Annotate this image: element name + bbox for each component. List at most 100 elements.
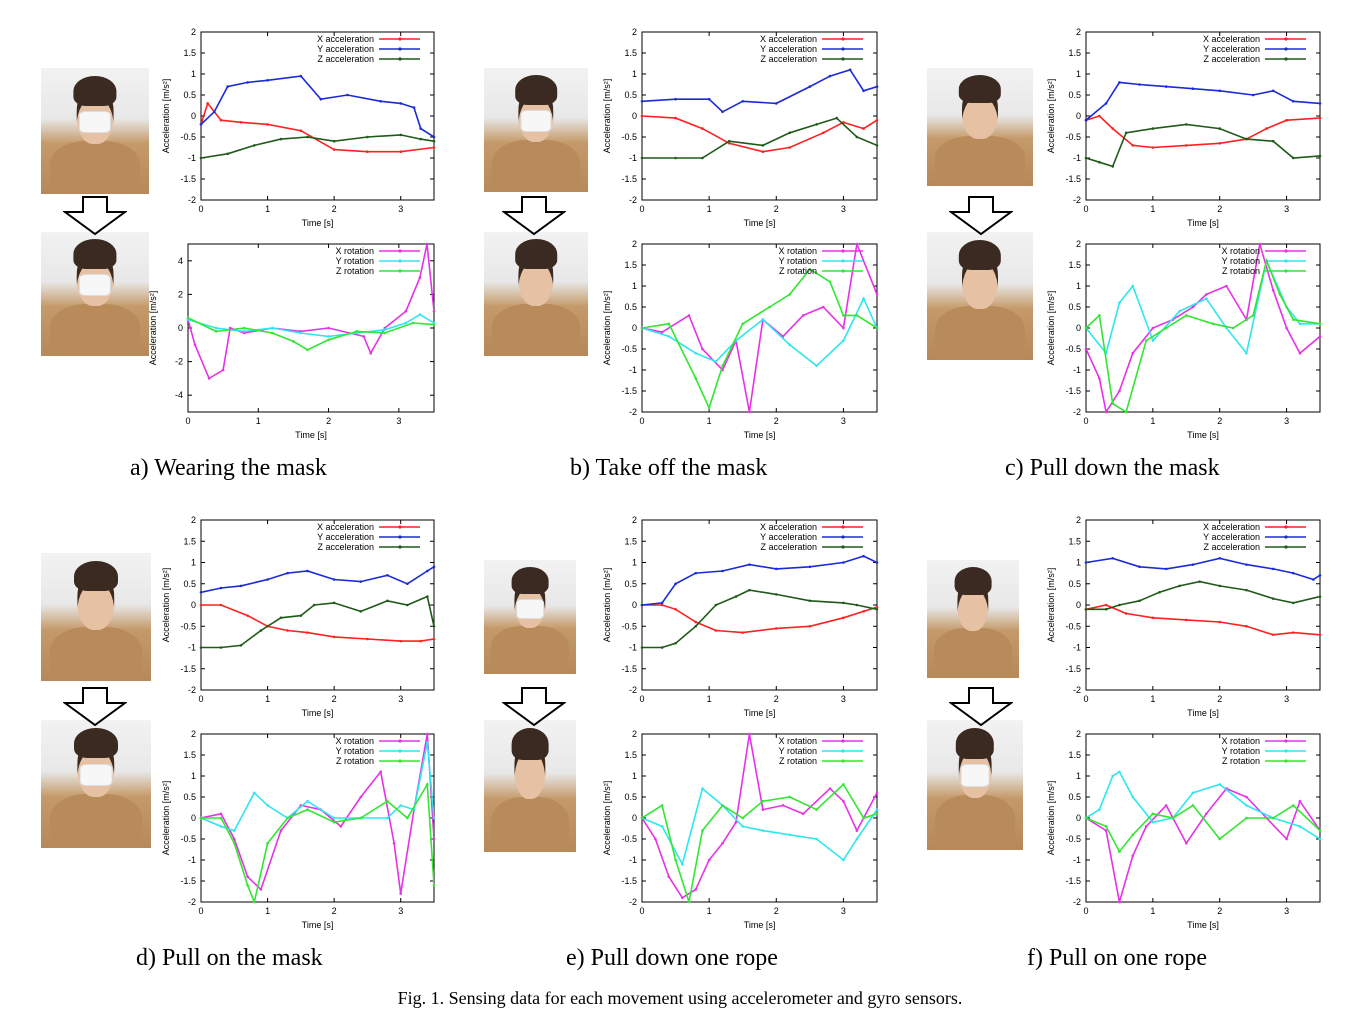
data-point: [1084, 326, 1088, 330]
chart-d-accel: 0 1 2 3 -2 -1.5 -1 -0.5 0 0.5 1 1.5 2 Time [s] Acceler…: [161, 515, 436, 718]
data-point: [1124, 410, 1128, 414]
data-point: [855, 829, 859, 832]
legend-marker: [398, 545, 402, 549]
data-point: [1291, 804, 1295, 807]
legend-label: Z acceleration: [760, 542, 817, 552]
legend-label: Z rotation: [779, 266, 817, 276]
y-tick-label: -2: [629, 195, 637, 205]
y-tick-label: -1: [1073, 855, 1081, 865]
data-point: [432, 624, 436, 628]
y-tick-label: 2: [191, 729, 196, 739]
data-point: [1084, 561, 1088, 564]
data-point: [694, 351, 698, 355]
data-point: [383, 328, 387, 331]
y-tick-label: -1: [629, 855, 637, 865]
data-point: [774, 102, 778, 105]
data-point: [1184, 841, 1188, 845]
data-point: [406, 816, 409, 820]
y-axis-label: Acceleration [m/s²]: [161, 79, 171, 154]
legend-marker: [1284, 47, 1288, 51]
data-point: [1318, 633, 1322, 637]
data-point: [359, 610, 363, 613]
data-point: [1191, 563, 1195, 566]
data-point: [1191, 305, 1195, 309]
data-point: [1111, 127, 1115, 130]
data-point: [1104, 607, 1108, 611]
down-arrow-icon: [949, 196, 1013, 236]
data-point: [306, 135, 309, 139]
legend-marker: [398, 47, 402, 51]
data-point: [1291, 100, 1295, 103]
data-point: [219, 825, 223, 828]
x-tick-label: 2: [332, 694, 337, 704]
data-point: [1218, 89, 1222, 93]
x-axis-label: Time [s]: [302, 708, 334, 718]
legend-marker: [841, 269, 845, 273]
data-point: [640, 603, 644, 607]
data-point: [332, 816, 336, 820]
series-line-z-rotation: [1086, 804, 1320, 854]
y-tick-label: -4: [175, 390, 183, 400]
caption-d: d) Pull on the mask: [136, 945, 323, 971]
data-point: [1291, 156, 1295, 160]
legend-marker: [398, 759, 402, 763]
participant-photo: [927, 560, 1019, 678]
data-point: [1111, 402, 1115, 405]
plot-frame: [200, 733, 435, 903]
data-point: [640, 114, 644, 118]
legend-label: Z rotation: [1222, 756, 1260, 766]
data-point: [299, 129, 303, 132]
y-tick-label: -0.5: [180, 834, 196, 844]
participant-photo: [484, 720, 576, 852]
data-point: [674, 156, 677, 160]
data-point: [1138, 83, 1141, 86]
data-point: [1184, 144, 1188, 147]
x-tick-label: 2: [774, 694, 779, 704]
y-tick-label: 1: [1076, 558, 1081, 568]
legend-label: Y rotation: [1222, 256, 1260, 266]
data-point: [1131, 284, 1135, 288]
data-point: [815, 364, 818, 368]
data-point: [392, 841, 396, 845]
data-point: [239, 644, 243, 647]
data-point: [399, 133, 403, 137]
x-tick-label: 2: [774, 204, 779, 214]
data-point: [1291, 631, 1295, 634]
y-tick-label: -1: [188, 643, 196, 653]
series-line-x-rotation: [201, 734, 434, 894]
data-point: [748, 732, 751, 736]
y-tick-label: 0.5: [1068, 302, 1081, 312]
y-tick-label: -2: [629, 897, 637, 907]
data-point: [1298, 351, 1302, 355]
data-point: [246, 81, 249, 84]
data-point: [266, 578, 269, 581]
data-point: [768, 305, 771, 309]
data-point: [199, 590, 203, 594]
data-point: [1131, 854, 1135, 858]
y-tick-label: 2: [1076, 729, 1081, 739]
y-tick-label: 1: [1076, 69, 1081, 79]
legend-marker: [398, 525, 402, 529]
data-point: [432, 883, 436, 887]
data-point: [761, 829, 765, 832]
chart-f-gyro: 0 1 2 3 -2 -1.5 -1 -0.5 0 0.5 1 1.5 2 Time [s] Acceler…: [1046, 729, 1322, 930]
data-point: [266, 123, 269, 126]
legend-label: X acceleration: [760, 34, 817, 44]
y-axis-label: Acceleration [m/s²]: [161, 568, 171, 643]
data-point: [1164, 326, 1168, 330]
data-point: [306, 631, 309, 634]
data-point: [1131, 795, 1135, 799]
legend-marker: [398, 249, 402, 253]
data-point: [1265, 127, 1268, 130]
x-tick-label: 1: [1150, 694, 1155, 704]
legend-marker: [1284, 259, 1288, 263]
data-point: [219, 586, 223, 590]
data-point: [186, 316, 190, 320]
legend-marker: [841, 525, 845, 529]
data-point: [815, 837, 818, 841]
data-point: [1111, 774, 1115, 778]
data-point: [199, 603, 203, 607]
legend-marker: [841, 249, 845, 253]
y-tick-label: 1: [1076, 281, 1081, 291]
